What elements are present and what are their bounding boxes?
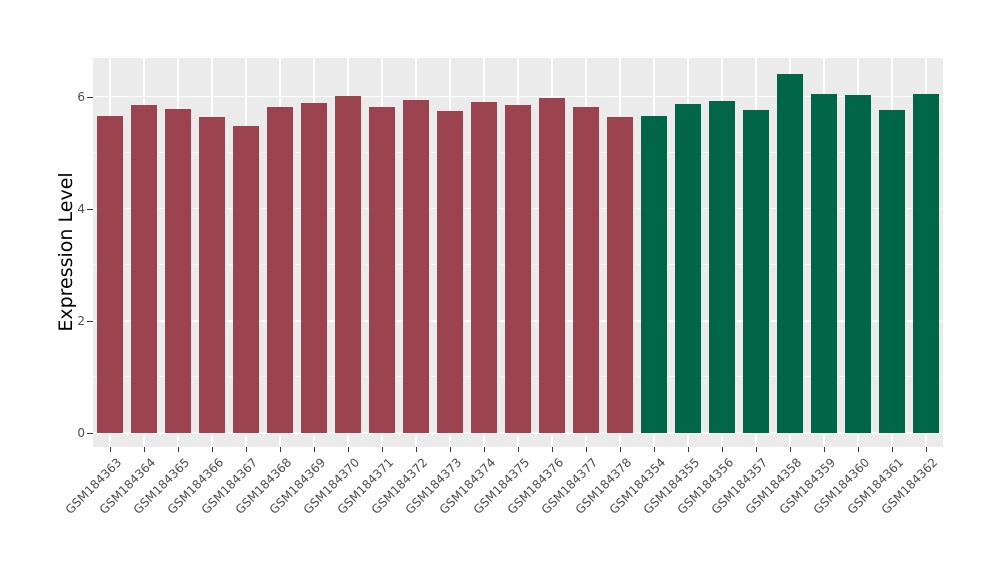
x-tick-mark bbox=[110, 447, 111, 452]
y-tick-mark bbox=[87, 208, 93, 210]
bar-gsm184373 bbox=[437, 110, 463, 433]
plot-panel bbox=[93, 58, 943, 447]
bar-gsm184361 bbox=[879, 109, 905, 433]
x-tick-mark bbox=[552, 447, 553, 452]
bar-gsm184365 bbox=[165, 109, 191, 433]
bar-gsm184376 bbox=[539, 97, 565, 433]
y-tick-label-4: 4 bbox=[77, 201, 85, 216]
y-axis-title: Expression Level bbox=[55, 172, 77, 332]
x-tick-mark bbox=[824, 447, 825, 452]
bar-gsm184375 bbox=[505, 105, 531, 433]
bar-gsm184372 bbox=[403, 100, 429, 433]
bar-gsm184364 bbox=[131, 105, 157, 433]
bar-gsm184374 bbox=[471, 102, 497, 433]
bar-gsm184369 bbox=[301, 103, 327, 433]
bar-gsm184355 bbox=[675, 103, 701, 433]
x-tick-mark bbox=[654, 447, 655, 452]
x-tick-mark bbox=[212, 447, 213, 452]
x-tick-mark bbox=[722, 447, 723, 452]
bar-gsm184360 bbox=[845, 94, 871, 433]
bar-gsm184354 bbox=[641, 115, 667, 433]
x-tick-mark bbox=[790, 447, 791, 452]
bar-gsm184362 bbox=[913, 93, 939, 433]
x-tick-mark bbox=[756, 447, 757, 452]
x-tick-mark bbox=[280, 447, 281, 452]
x-tick-mark bbox=[416, 447, 417, 452]
x-tick-mark bbox=[892, 447, 893, 452]
y-tick-mark bbox=[87, 320, 93, 322]
y-tick-mark bbox=[87, 96, 93, 98]
x-tick-mark bbox=[858, 447, 859, 452]
bar-gsm184367 bbox=[233, 125, 259, 433]
x-tick-mark bbox=[620, 447, 621, 452]
bar-gsm184358 bbox=[777, 73, 803, 433]
bar-gsm184378 bbox=[607, 117, 633, 433]
x-tick-mark bbox=[144, 447, 145, 452]
y-tick-label-0: 0 bbox=[77, 426, 85, 440]
bar-gsm184368 bbox=[267, 107, 293, 433]
x-tick-mark bbox=[586, 447, 587, 452]
bar-gsm184356 bbox=[709, 101, 735, 433]
x-tick-mark bbox=[688, 447, 689, 452]
x-tick-mark bbox=[450, 447, 451, 452]
bar-gsm184363 bbox=[97, 115, 123, 433]
y-tick-label-2: 2 bbox=[77, 313, 85, 328]
x-tick-mark bbox=[484, 447, 485, 452]
bar-gsm184357 bbox=[743, 109, 769, 433]
y-tick-mark bbox=[87, 433, 93, 434]
bar-gsm184366 bbox=[199, 117, 225, 433]
x-tick-mark bbox=[178, 447, 179, 452]
x-tick-mark bbox=[314, 447, 315, 452]
x-tick-mark bbox=[348, 447, 349, 452]
x-tick-mark bbox=[382, 447, 383, 452]
x-tick-mark bbox=[518, 447, 519, 452]
bar-gsm184377 bbox=[573, 107, 599, 433]
x-tick-mark bbox=[246, 447, 247, 452]
bar-gsm184359 bbox=[811, 93, 837, 433]
y-tick-label-6: 6 bbox=[77, 89, 85, 104]
bar-gsm184370 bbox=[335, 95, 361, 433]
x-tick-mark bbox=[926, 447, 927, 452]
bar-gsm184371 bbox=[369, 107, 395, 433]
